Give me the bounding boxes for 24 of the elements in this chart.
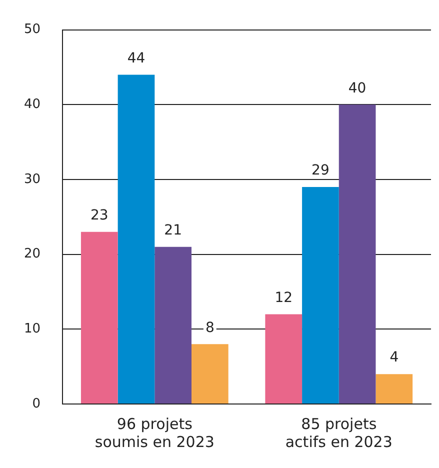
bar	[192, 344, 228, 404]
y-tick-label: 40	[24, 97, 41, 112]
data-label: 40	[348, 80, 366, 96]
bar	[118, 74, 155, 404]
y-tick-label: 30	[24, 172, 41, 187]
bar	[302, 186, 339, 404]
y-tick-label: 20	[24, 246, 41, 262]
bar	[265, 314, 302, 404]
bar	[338, 104, 376, 404]
data-label: 23	[90, 208, 108, 224]
bar	[376, 374, 413, 404]
data-label: 4	[390, 350, 399, 366]
data-label: 21	[164, 222, 182, 238]
bar	[80, 232, 118, 404]
y-tick-label: 50	[24, 22, 41, 38]
data-label: 12	[274, 290, 293, 306]
y-tick-label: 0	[32, 396, 41, 412]
bar	[154, 246, 192, 404]
y-tick-label: 10	[24, 322, 41, 337]
x-tick-label: 96 projets soumis en 2023	[94, 414, 214, 451]
x-tick-label: 85 projets actifs en 2023	[285, 414, 392, 451]
data-label: 44	[127, 50, 146, 66]
data-label: 29	[312, 162, 330, 179]
data-label: 8	[205, 320, 214, 336]
